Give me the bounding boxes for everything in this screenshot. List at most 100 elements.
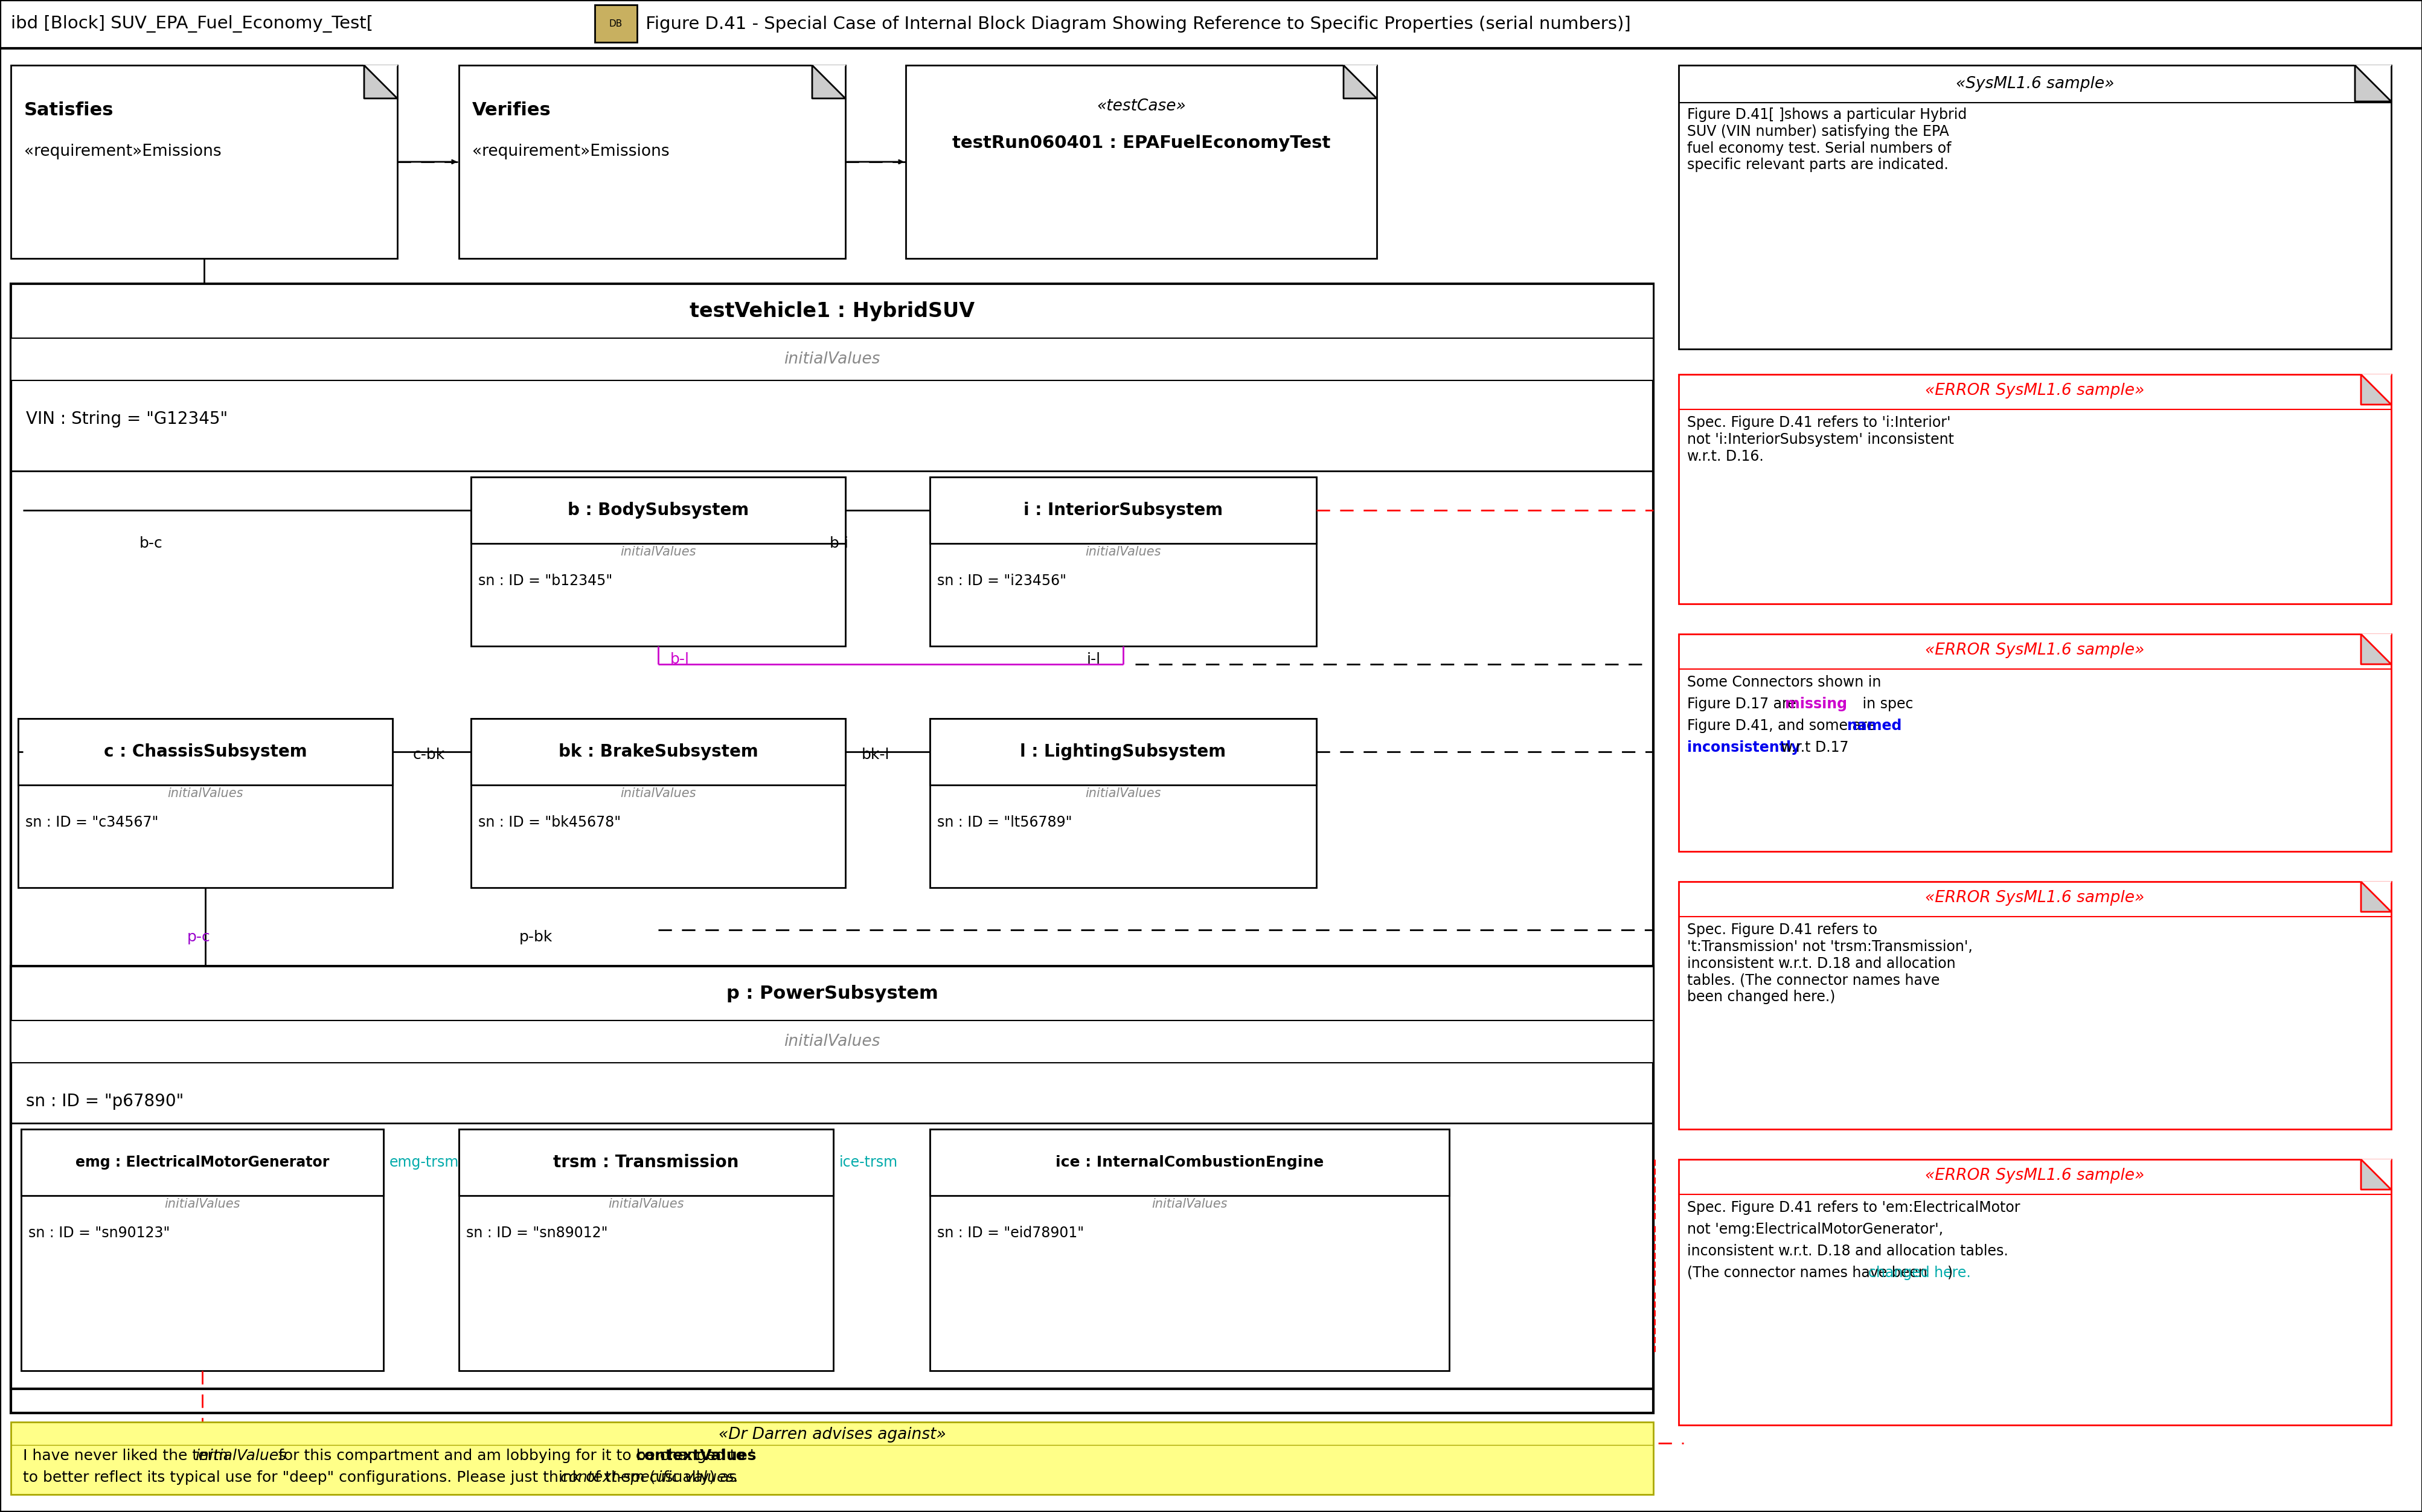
FancyBboxPatch shape — [10, 284, 1652, 1414]
Text: initialValues: initialValues — [620, 788, 695, 800]
Text: w.r.t D.17: w.r.t D.17 — [1775, 741, 1848, 754]
FancyBboxPatch shape — [17, 718, 392, 785]
Polygon shape — [2361, 375, 2391, 405]
Text: b : BodySubsystem: b : BodySubsystem — [567, 502, 748, 519]
Text: named: named — [1846, 718, 1901, 733]
Text: ': ' — [719, 1448, 724, 1464]
Text: p : PowerSubsystem: p : PowerSubsystem — [727, 984, 937, 1002]
Polygon shape — [811, 65, 845, 98]
Text: p-bk: p-bk — [518, 930, 552, 945]
FancyBboxPatch shape — [930, 476, 1315, 543]
Text: «ERROR SysML1.6 sample»: «ERROR SysML1.6 sample» — [1925, 891, 2143, 906]
FancyBboxPatch shape — [10, 1421, 1652, 1494]
Text: Figure D.41, and some are: Figure D.41, and some are — [1686, 718, 1879, 733]
Text: for this compartment and am lobbying for it to be changed to ': for this compartment and am lobbying for… — [274, 1448, 753, 1464]
Text: «requirement»Emissions: «requirement»Emissions — [472, 144, 668, 159]
Polygon shape — [2361, 881, 2391, 912]
Polygon shape — [811, 65, 845, 98]
Text: initialValues: initialValues — [785, 351, 879, 367]
Text: initialValues: initialValues — [165, 1198, 240, 1210]
Text: sn : ID = "b12345": sn : ID = "b12345" — [477, 573, 613, 588]
Text: sn : ID = "lt56789": sn : ID = "lt56789" — [937, 815, 1073, 830]
Text: ibd [Block] SUV_EPA_Fuel_Economy_Test[: ibd [Block] SUV_EPA_Fuel_Economy_Test[ — [10, 15, 373, 33]
FancyBboxPatch shape — [1678, 881, 2391, 1129]
Text: Spec. Figure D.41 refers to 'i:Interior'
not 'i:InteriorSubsystem' inconsistent
: Spec. Figure D.41 refers to 'i:Interior'… — [1686, 416, 1955, 464]
Text: inconsistently: inconsistently — [1686, 741, 1800, 754]
Text: sn : ID = "i23456": sn : ID = "i23456" — [937, 573, 1066, 588]
Text: i : InteriorSubsystem: i : InteriorSubsystem — [1022, 502, 1223, 519]
FancyBboxPatch shape — [1678, 375, 2391, 603]
Polygon shape — [1344, 65, 1376, 98]
Text: context-specific values.: context-specific values. — [559, 1470, 739, 1485]
FancyBboxPatch shape — [596, 5, 637, 42]
Polygon shape — [1344, 65, 1376, 98]
Text: Figure D.41[ ]shows a particular Hybrid
SUV (VIN number) satisfying the EPA
fuel: Figure D.41[ ]shows a particular Hybrid … — [1686, 107, 1967, 172]
Polygon shape — [2361, 881, 2391, 912]
Text: b-c: b-c — [138, 537, 162, 550]
Text: «requirement»Emissions: «requirement»Emissions — [24, 144, 220, 159]
Text: Verifies: Verifies — [472, 101, 552, 119]
FancyBboxPatch shape — [930, 1129, 1448, 1196]
Text: b-l: b-l — [671, 652, 690, 667]
FancyBboxPatch shape — [458, 65, 845, 259]
Text: testVehicle1 : HybridSUV: testVehicle1 : HybridSUV — [690, 301, 974, 321]
Text: «ERROR SysML1.6 sample»: «ERROR SysML1.6 sample» — [1925, 643, 2143, 658]
FancyBboxPatch shape — [10, 65, 397, 259]
Text: DB: DB — [608, 20, 622, 29]
Text: Spec. Figure D.41 refers to 'em:ElectricalMotor: Spec. Figure D.41 refers to 'em:Electric… — [1686, 1201, 2020, 1216]
Polygon shape — [2361, 634, 2391, 664]
Polygon shape — [2361, 375, 2391, 405]
Text: testRun060401 : EPAFuelEconomyTest: testRun060401 : EPAFuelEconomyTest — [952, 135, 1330, 151]
Text: changed here.: changed here. — [1867, 1266, 1969, 1281]
FancyBboxPatch shape — [1678, 65, 2391, 349]
Text: «Dr Darren advises against»: «Dr Darren advises against» — [719, 1427, 945, 1442]
FancyBboxPatch shape — [470, 476, 845, 646]
Text: initialValues: initialValues — [620, 546, 695, 558]
Polygon shape — [2361, 634, 2391, 664]
Text: Some Connectors shown in: Some Connectors shown in — [1686, 674, 1882, 689]
Text: emg-trsm: emg-trsm — [390, 1155, 460, 1170]
Text: c : ChassisSubsystem: c : ChassisSubsystem — [104, 744, 308, 761]
FancyBboxPatch shape — [458, 1129, 833, 1196]
Text: p-c: p-c — [186, 930, 211, 945]
FancyBboxPatch shape — [930, 718, 1315, 888]
Text: to better reflect its typical use for "deep" configurations. Please just think o: to better reflect its typical use for "d… — [22, 1470, 741, 1485]
Text: sn : ID = "p67890": sn : ID = "p67890" — [27, 1093, 184, 1110]
FancyBboxPatch shape — [10, 966, 1652, 1390]
Text: sn : ID = "c34567": sn : ID = "c34567" — [24, 815, 157, 830]
FancyBboxPatch shape — [10, 284, 1652, 339]
Text: inconsistent w.r.t. D.18 and allocation tables.: inconsistent w.r.t. D.18 and allocation … — [1686, 1244, 2008, 1258]
Text: missing: missing — [1785, 697, 1846, 711]
FancyBboxPatch shape — [930, 1129, 1448, 1371]
Text: in spec: in spec — [1858, 697, 1913, 711]
FancyBboxPatch shape — [930, 476, 1315, 646]
FancyBboxPatch shape — [470, 476, 845, 543]
Text: I have never liked the term: I have never liked the term — [22, 1448, 233, 1464]
Text: initialValues: initialValues — [196, 1448, 286, 1464]
Text: initialValues: initialValues — [1085, 546, 1160, 558]
Text: Satisfies: Satisfies — [24, 101, 114, 119]
Text: «ERROR SysML1.6 sample»: «ERROR SysML1.6 sample» — [1925, 383, 2143, 399]
FancyBboxPatch shape — [470, 718, 845, 888]
FancyBboxPatch shape — [10, 1021, 1652, 1063]
Text: VIN : String = "G12345": VIN : String = "G12345" — [27, 411, 228, 428]
Text: contextValues: contextValues — [635, 1448, 756, 1464]
Text: bk : BrakeSubsystem: bk : BrakeSubsystem — [557, 744, 758, 761]
Text: ice : InternalCombustionEngine: ice : InternalCombustionEngine — [1056, 1155, 1322, 1170]
Text: ice-trsm: ice-trsm — [838, 1155, 899, 1170]
Text: sn : ID = "bk45678": sn : ID = "bk45678" — [477, 815, 620, 830]
Text: c-bk: c-bk — [412, 747, 446, 762]
Text: Spec. Figure D.41 refers to
't:Transmission' not 'trsm:Transmission',
inconsiste: Spec. Figure D.41 refers to 't:Transmiss… — [1686, 922, 1972, 1004]
FancyBboxPatch shape — [906, 65, 1376, 259]
FancyBboxPatch shape — [470, 718, 845, 785]
Text: «ERROR SysML1.6 sample»: «ERROR SysML1.6 sample» — [1925, 1167, 2143, 1184]
Polygon shape — [363, 65, 397, 98]
Text: i-l: i-l — [1087, 652, 1100, 667]
Text: Figure D.17 are: Figure D.17 are — [1686, 697, 1800, 711]
Text: ): ) — [1947, 1266, 1952, 1281]
Polygon shape — [2361, 1160, 2391, 1190]
FancyBboxPatch shape — [458, 1129, 833, 1371]
Polygon shape — [2354, 65, 2391, 101]
FancyBboxPatch shape — [1678, 634, 2391, 851]
Text: sn : ID = "sn90123": sn : ID = "sn90123" — [29, 1226, 170, 1240]
